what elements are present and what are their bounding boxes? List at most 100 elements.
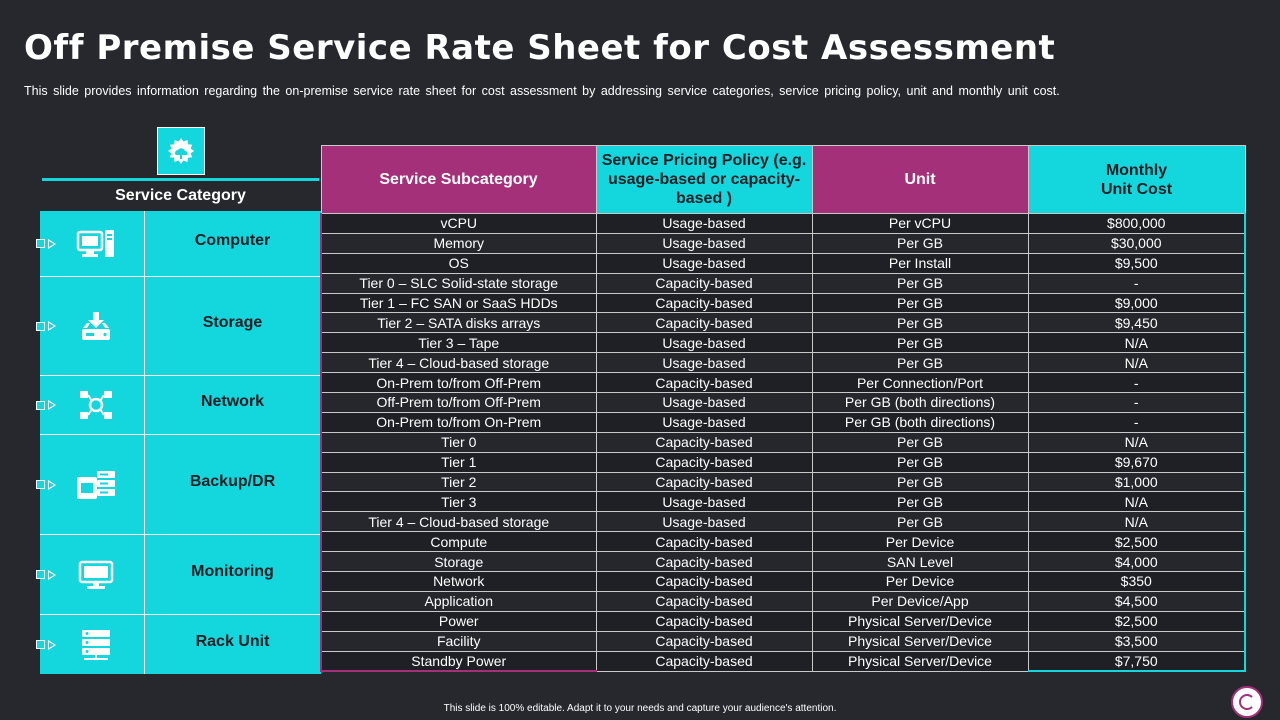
page-subtitle: This slide provides information regardin… <box>24 84 1060 98</box>
cell-monthly-cost: $9,500 <box>1027 252 1246 274</box>
cell-subcategory: Storage <box>320 551 597 573</box>
monitor-icon <box>78 560 114 589</box>
cell-pricing-policy: Capacity-based <box>595 650 813 672</box>
cell-subcategory: OS <box>320 252 597 274</box>
table-row: vCPU Usage-based Per vCPU $800,000 <box>320 213 1246 234</box>
table-row: Memory Usage-based Per GB $30,000 <box>320 232 1246 254</box>
cell-monthly-cost: $7,750 <box>1027 650 1246 673</box>
cell-monthly-cost: $3,500 <box>1027 630 1246 652</box>
cell-monthly-cost: - <box>1027 372 1246 394</box>
category-icon-cell <box>48 277 145 375</box>
cell-unit: Per GB <box>811 292 1029 314</box>
footer-note: This slide is 100% editable. Adapt it to… <box>443 703 837 714</box>
cell-pricing-policy: Capacity-based <box>595 292 813 314</box>
cell-unit: Per GB <box>811 232 1029 254</box>
table-row: Tier 1 Capacity-based Per GB $9,670 <box>320 451 1246 473</box>
category-label: Computer <box>194 231 271 249</box>
cell-unit: Per Device <box>811 571 1029 592</box>
cell-monthly-cost: $350 <box>1027 571 1246 592</box>
table-row: Tier 2 – SATA disks arrays Capacity-based… <box>320 312 1246 334</box>
cell-subcategory: Application <box>320 590 597 612</box>
cell-unit: Per GB <box>811 451 1029 473</box>
category-label: Monitoring <box>191 562 274 580</box>
header-monthly-unit-cost: Monthly Unit Cost <box>1027 145 1246 214</box>
cell-monthly-cost: $2,500 <box>1027 610 1246 632</box>
cell-pricing-policy: Usage-based <box>595 332 813 354</box>
cell-pricing-policy: Capacity-based <box>595 312 813 334</box>
cell-unit: Per GB (both directions) <box>811 411 1029 433</box>
cell-monthly-cost: N/A <box>1027 431 1246 453</box>
cell-monthly-cost: $4,000 <box>1027 551 1246 573</box>
cell-pricing-policy: Usage-based <box>595 392 813 413</box>
cell-monthly-cost: N/A <box>1027 332 1246 354</box>
table-row: Tier 4 – Cloud-based storage Usage-based P… <box>320 352 1246 374</box>
cell-subcategory: Tier 4 – Cloud-based storage <box>320 511 597 533</box>
service-category-header: Service Category <box>42 178 319 213</box>
cell-monthly-cost: $2,500 <box>1027 531 1246 553</box>
category-monitoring: Monitoring <box>36 535 321 615</box>
cell-pricing-policy: Capacity-based <box>595 531 813 553</box>
cell-monthly-cost: N/A <box>1027 352 1246 374</box>
cell-monthly-cost: - <box>1027 272 1246 294</box>
table-row: On-Prem to/from On-Prem Usage-based Per GB… <box>320 411 1246 433</box>
cell-subcategory: Tier 0 – SLC Solid-state storage <box>320 272 597 294</box>
cell-subcategory: Tier 4 – Cloud-based storage <box>320 352 597 374</box>
table-row: Tier 4 – Cloud-based storage Usage-based P… <box>320 511 1246 533</box>
cell-pricing-policy: Capacity-based <box>595 372 813 394</box>
row-marker <box>36 479 56 490</box>
row-marker <box>36 321 56 331</box>
row-marker <box>36 238 56 249</box>
cell-pricing-policy: Usage-based <box>595 511 813 533</box>
computer-icon <box>76 229 114 257</box>
row-marker <box>36 400 56 410</box>
cell-unit: Physical Server/Device <box>811 650 1029 672</box>
table-row: Standby Power Capacity-based Physical Serv… <box>320 650 1246 673</box>
cell-pricing-policy: Usage-based <box>595 491 813 513</box>
cell-pricing-policy: Usage-based <box>595 352 813 374</box>
cell-pricing-policy: Usage-based <box>595 252 813 274</box>
category-icon-cell <box>48 211 145 276</box>
table-row: Off-Prem to/from Off-Prem Usage-based Per … <box>320 392 1246 413</box>
cell-unit: Per GB <box>811 352 1029 374</box>
cell-subcategory: Compute <box>320 531 597 553</box>
table-header-row: Service Subcategory Service Pricing Poli… <box>320 145 1246 214</box>
cell-monthly-cost: $4,500 <box>1027 590 1246 612</box>
category-icon-cell <box>48 435 145 534</box>
cell-unit: Per GB <box>811 491 1029 513</box>
cell-unit: Per GB <box>811 431 1029 453</box>
cell-unit: Per GB <box>811 272 1029 294</box>
cell-subcategory: Tier 3 – Tape <box>320 332 597 354</box>
row-marker <box>36 569 56 580</box>
header-service-subcategory: Service Subcategory <box>320 145 597 214</box>
table-row: Tier 0 Capacity-based Per GB N/A <box>320 431 1246 453</box>
cell-monthly-cost: - <box>1027 411 1246 433</box>
page-title: Off Premise Service Rate Sheet for Cost … <box>24 28 1056 68</box>
cell-subcategory: On-Prem to/from On-Prem <box>320 411 597 433</box>
table-row: Storage Capacity-based SAN Level $4,000 <box>320 551 1246 573</box>
header-unit: Unit <box>811 145 1029 214</box>
brand-logo-icon <box>1231 686 1263 718</box>
rate-table: Service Subcategory Service Pricing Poli… <box>320 145 1246 673</box>
cell-unit: Per Device/App <box>811 590 1029 612</box>
cell-monthly-cost: - <box>1027 392 1246 413</box>
row-marker <box>36 639 56 650</box>
cell-subcategory: Tier 2 – SATA disks arrays <box>320 312 597 334</box>
category-storage: Storage <box>36 277 321 376</box>
cell-subcategory: vCPU <box>320 213 597 234</box>
category-label: Network <box>200 393 265 410</box>
cell-subcategory: Tier 1 – FC SAN or SaaS HDDs <box>320 292 597 314</box>
cell-subcategory: Tier 1 <box>320 451 597 473</box>
cell-subcategory: Power <box>320 610 597 632</box>
category-network: Network <box>36 376 321 435</box>
category-label: Backup/DR <box>189 472 276 490</box>
table-row: Tier 3 – Tape Usage-based Per GB N/A <box>320 332 1246 354</box>
cell-pricing-policy: Capacity-based <box>595 551 813 573</box>
category-icon-cell <box>48 535 145 614</box>
rack-server-icon <box>82 629 110 660</box>
table-row: Facility Capacity-based Physical Server/De… <box>320 630 1246 652</box>
cell-pricing-policy: Capacity-based <box>595 272 813 294</box>
cell-unit: SAN Level <box>811 551 1029 573</box>
cell-subcategory: Tier 2 <box>320 471 597 493</box>
cell-unit: Physical Server/Device <box>811 610 1029 632</box>
cell-unit: Physical Server/Device <box>811 630 1029 652</box>
